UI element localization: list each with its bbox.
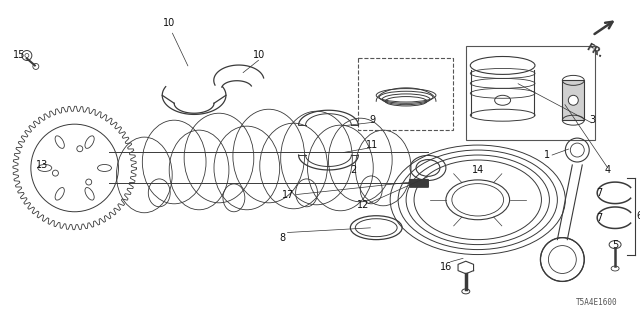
Text: FR.: FR. xyxy=(584,43,605,60)
Text: 17: 17 xyxy=(282,190,295,200)
Text: 10: 10 xyxy=(163,18,175,28)
Text: 12: 12 xyxy=(357,200,369,210)
Text: 15: 15 xyxy=(13,51,25,60)
Text: 10: 10 xyxy=(253,51,265,60)
Circle shape xyxy=(568,95,579,105)
Text: 11: 11 xyxy=(366,140,378,150)
Text: 7: 7 xyxy=(596,213,602,223)
FancyBboxPatch shape xyxy=(409,179,429,188)
Text: T5A4E1600: T5A4E1600 xyxy=(575,298,617,307)
Text: 16: 16 xyxy=(440,262,452,273)
Text: 4: 4 xyxy=(604,165,610,175)
Text: 13: 13 xyxy=(36,160,48,170)
Text: 2: 2 xyxy=(350,165,356,175)
Text: 5: 5 xyxy=(612,240,618,250)
Text: 9: 9 xyxy=(369,115,375,125)
Bar xyxy=(563,80,584,120)
Text: 6: 6 xyxy=(636,211,640,221)
Text: 7: 7 xyxy=(596,188,602,198)
Text: 1: 1 xyxy=(545,150,550,160)
Text: 3: 3 xyxy=(589,115,595,125)
Text: 8: 8 xyxy=(280,233,285,243)
Bar xyxy=(466,45,595,140)
Bar xyxy=(358,59,453,130)
Text: 14: 14 xyxy=(472,165,484,175)
